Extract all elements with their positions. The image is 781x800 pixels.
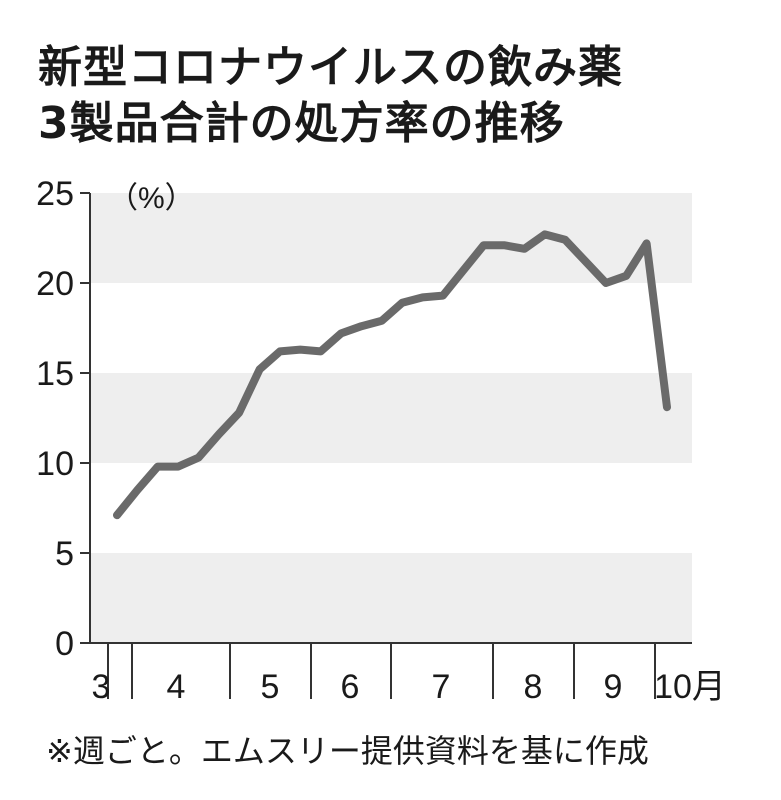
band-2: [90, 553, 692, 643]
x-month-label: 9: [604, 668, 623, 706]
y-tick-label: 15: [36, 355, 74, 393]
y-tick-label: 5: [55, 535, 74, 573]
x-month-label: 5: [261, 668, 280, 706]
series-layer: [113, 230, 671, 520]
x-axis-tick-labels: 3 4 5 6 7 8 9 10月: [92, 668, 726, 706]
source-note: ※週ごと。エムスリー提供資料を基に作成: [46, 732, 649, 770]
chart-title-line-2: 3製品合計の処方率の推移: [38, 98, 565, 149]
y-axis-tick-labels: 0 5 10 15 20 25: [36, 175, 74, 663]
x-month-label: 3: [92, 668, 111, 706]
x-month-label: 8: [524, 668, 543, 706]
y-tick-label: 0: [55, 625, 74, 663]
series-line: [113, 230, 671, 520]
x-month-label: 4: [167, 668, 186, 706]
y-axis-unit-label: （%）: [108, 182, 195, 215]
band-1: [90, 373, 692, 463]
x-month-label: 6: [341, 668, 360, 706]
axes: [80, 192, 692, 699]
chart-title-line-1: 新型コロナウイルスの飲み薬: [38, 42, 623, 93]
line-chart: 0 5 10 15 20 25 3 4 5 6 7 8 9 10月 （%）: [36, 175, 726, 706]
chart-title: 新型コロナウイルスの飲み薬 3製品合計の処方率の推移: [38, 40, 623, 152]
x-month-label: 7: [432, 668, 451, 706]
background-bands: [90, 193, 692, 643]
x-month-label: 10月: [654, 668, 726, 706]
y-tick-label: 25: [36, 175, 74, 213]
y-tick-label: 10: [36, 445, 74, 483]
y-tick-label: 20: [36, 265, 74, 303]
